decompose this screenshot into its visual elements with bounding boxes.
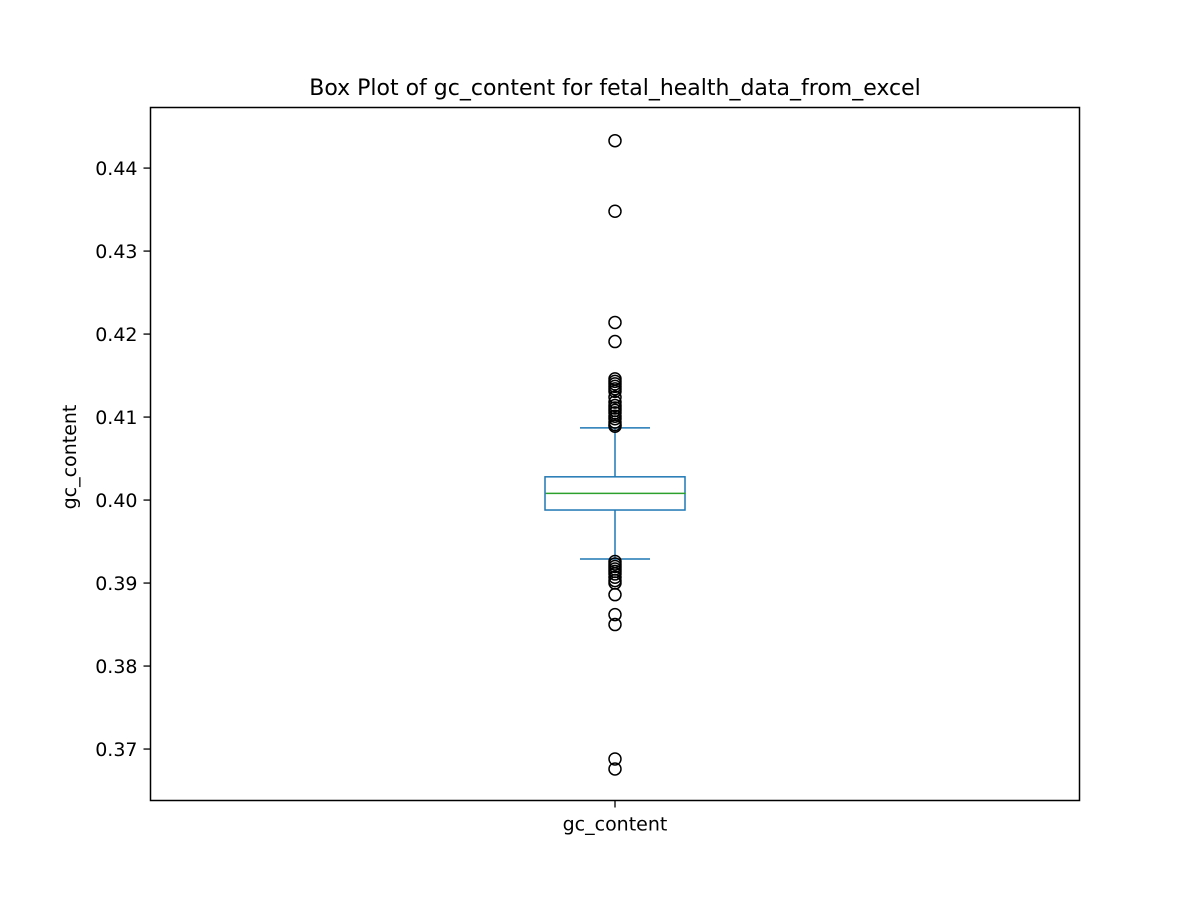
outlier-point xyxy=(608,567,622,581)
outlier-point xyxy=(608,587,622,602)
outlier-point xyxy=(608,204,622,218)
y-axis-label: gc_content xyxy=(59,405,81,510)
outlier-point xyxy=(608,334,622,349)
outlier-point xyxy=(608,384,622,399)
y-tick-label: 0.44 xyxy=(95,158,137,180)
y-tick-label: 0.38 xyxy=(95,656,137,678)
outlier-layer xyxy=(608,133,622,776)
outlier-point xyxy=(608,570,622,584)
outlier-point xyxy=(608,390,622,404)
chart-title: Box Plot of gc_content for fetal_health_… xyxy=(309,76,921,101)
outlier-point xyxy=(608,607,622,622)
outlier-point xyxy=(608,133,622,148)
y-tick-label: 0.42 xyxy=(95,324,137,346)
y-tick-label: 0.37 xyxy=(95,739,137,761)
outlier-point xyxy=(608,411,622,426)
outlier-point xyxy=(608,395,622,409)
ticks-layer: 0.37 0.38 0.39 0.40 0.41 0.42 0.43 0.44 gc_conte… xyxy=(95,158,667,835)
y-tick-label: 0.39 xyxy=(95,573,137,595)
outlier-point xyxy=(608,762,622,776)
plot-area-frame xyxy=(149,106,1081,802)
outlier-point xyxy=(608,617,622,632)
y-tick-label: 0.40 xyxy=(95,490,137,512)
outlier-point xyxy=(608,419,622,433)
outlier-point xyxy=(608,315,622,330)
y-tick-label: 0.43 xyxy=(95,241,137,263)
x-tick-label: gc_content xyxy=(563,814,668,836)
y-tick-label: 0.41 xyxy=(95,407,137,429)
outlier-point xyxy=(608,752,622,766)
